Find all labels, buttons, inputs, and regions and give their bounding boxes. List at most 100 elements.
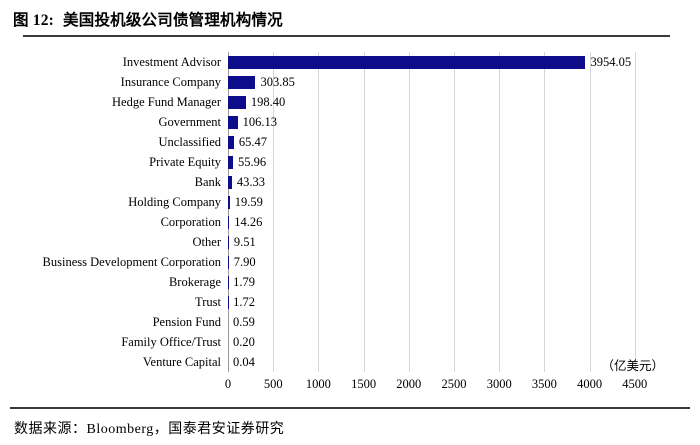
bar-plot-cell: 0.59 <box>228 312 680 332</box>
x-tick-label: 1500 <box>351 377 377 391</box>
value-label: 43.33 <box>236 174 266 189</box>
gridline <box>589 52 591 372</box>
figure-number-label: 图 12: <box>13 12 55 29</box>
axis-unit-label: （亿美元） <box>601 359 664 373</box>
bar-row: Brokerage 1.79 <box>12 272 680 292</box>
category-label: Private Equity <box>149 154 221 169</box>
category-label: Unclassified <box>158 134 221 149</box>
bar-plot-cell: 303.85 <box>228 72 680 92</box>
bar-row: Unclassified 65.47 <box>12 132 680 152</box>
bar-plot-cell: 55.96 <box>228 152 680 172</box>
gridline <box>363 52 365 372</box>
bar-plot-cell: 0.20 <box>228 332 680 352</box>
x-tick-label: 2000 <box>396 377 422 391</box>
gridline <box>544 52 546 372</box>
bar-row: Bank 43.33 <box>12 172 680 192</box>
bar-row: Trust 1.72 <box>12 292 680 312</box>
x-tick-label: 3500 <box>531 377 557 391</box>
bar <box>228 195 230 209</box>
bar <box>228 215 230 229</box>
bar <box>228 55 586 69</box>
x-tick-label: 2500 <box>441 377 467 391</box>
bar <box>228 135 234 149</box>
gridline <box>273 52 275 372</box>
gridline <box>634 52 636 372</box>
bar-plot-cell: 3954.05 <box>228 52 680 72</box>
bar-chart: Investment Advisor 3954.05 Insurance Compa… <box>12 52 680 394</box>
x-tick-label: 0 <box>224 377 232 391</box>
bar-plot-cell: 19.59 <box>228 192 680 212</box>
category-label: Business Development Corporation <box>42 254 221 269</box>
gridline <box>408 52 410 372</box>
category-label: Corporation <box>160 214 221 229</box>
value-label: 0.59 <box>233 314 255 329</box>
value-label: 1.79 <box>233 274 256 289</box>
bar <box>228 175 232 189</box>
chart-plot-area: Investment Advisor 3954.05 Insurance Compa… <box>12 52 680 372</box>
gridline <box>318 52 320 372</box>
value-label: 303.85 <box>260 74 295 89</box>
category-label: Pension Fund <box>152 314 221 329</box>
category-label: Government <box>158 114 221 129</box>
bar <box>228 95 246 109</box>
category-label: Trust <box>195 294 221 309</box>
value-label: 65.47 <box>238 134 268 149</box>
value-label: 7.90 <box>233 254 256 269</box>
category-label: Holding Company <box>128 194 221 209</box>
value-label: 19.59 <box>234 194 263 209</box>
bar-row: Insurance Company 303.85 <box>12 72 680 92</box>
bar-row: Government 106.13 <box>12 112 680 132</box>
bar-rows: Investment Advisor 3954.05 Insurance Compa… <box>12 52 680 372</box>
bar <box>228 235 229 249</box>
bar <box>228 155 234 169</box>
value-label: 3954.05 <box>590 54 632 69</box>
bar-row: Pension Fund 0.59 <box>12 312 680 332</box>
figure-title-line: 图 12: 美国投机级公司债管理机构情况 <box>13 8 680 30</box>
category-label: Hedge Fund Manager <box>112 94 221 109</box>
bar-plot-cell: 9.51 <box>228 232 680 252</box>
figure-header: 图 12: 美国投机级公司债管理机构情况 <box>0 0 700 37</box>
category-label: Venture Capital <box>142 354 221 369</box>
x-axis-ticks: 0 500 1000 1500 2000 2500 3000 3500 4000 4500 <box>224 372 680 394</box>
bar-row: Venture Capital 0.04 <box>12 352 680 372</box>
category-label: Other <box>192 234 221 249</box>
value-label: 198.40 <box>250 94 286 109</box>
bar-plot-cell: 43.33 <box>228 172 680 192</box>
bar-row: Other 9.51 <box>12 232 680 252</box>
bar-plot-cell: 198.40 <box>228 92 680 112</box>
bar <box>228 115 238 129</box>
bar-plot-cell: 106.13 <box>228 112 680 132</box>
data-source: 数据来源：Bloomberg，国泰君安证券研究 <box>14 422 285 437</box>
bar-row: Private Equity 55.96 <box>12 152 680 172</box>
x-tick-label: 4500 <box>622 377 648 391</box>
x-tick-label: 500 <box>263 377 283 391</box>
bar-row: Hedge Fund Manager 198.40 <box>12 92 680 112</box>
category-label: Investment Advisor <box>122 54 221 69</box>
figure-title: 美国投机级公司债管理机构情况 <box>63 12 283 29</box>
category-label: Insurance Company <box>120 74 221 89</box>
category-label: Family Office/Trust <box>121 334 221 349</box>
category-label: Bank <box>194 174 221 189</box>
bar <box>228 75 256 89</box>
x-tick-label: 3000 <box>486 377 512 391</box>
x-tick-label: 1000 <box>305 377 331 391</box>
footer-topline <box>10 407 690 409</box>
gridlines-layer <box>228 52 680 372</box>
bar-row: Corporation 14.26 <box>12 212 680 232</box>
bar-row: Holding Company 19.59 <box>12 192 680 212</box>
category-label: Brokerage <box>168 274 221 289</box>
value-label: 55.96 <box>238 154 267 169</box>
y-axis-line <box>228 52 229 372</box>
value-label: 0.04 <box>233 354 255 369</box>
bar-plot-cell: 1.79 <box>228 272 680 292</box>
value-label: 0.20 <box>233 334 255 349</box>
title-underline <box>23 35 670 37</box>
x-tick-label: 4000 <box>577 377 603 391</box>
bar-plot-cell: 0.04 <box>228 352 680 372</box>
bar-plot-cell: 1.72 <box>228 292 680 312</box>
bar-plot-cell: 7.90 <box>228 252 680 272</box>
bar-plot-cell: 14.26 <box>228 212 680 232</box>
value-label: 14.26 <box>234 214 263 229</box>
value-label: 1.72 <box>233 294 256 309</box>
